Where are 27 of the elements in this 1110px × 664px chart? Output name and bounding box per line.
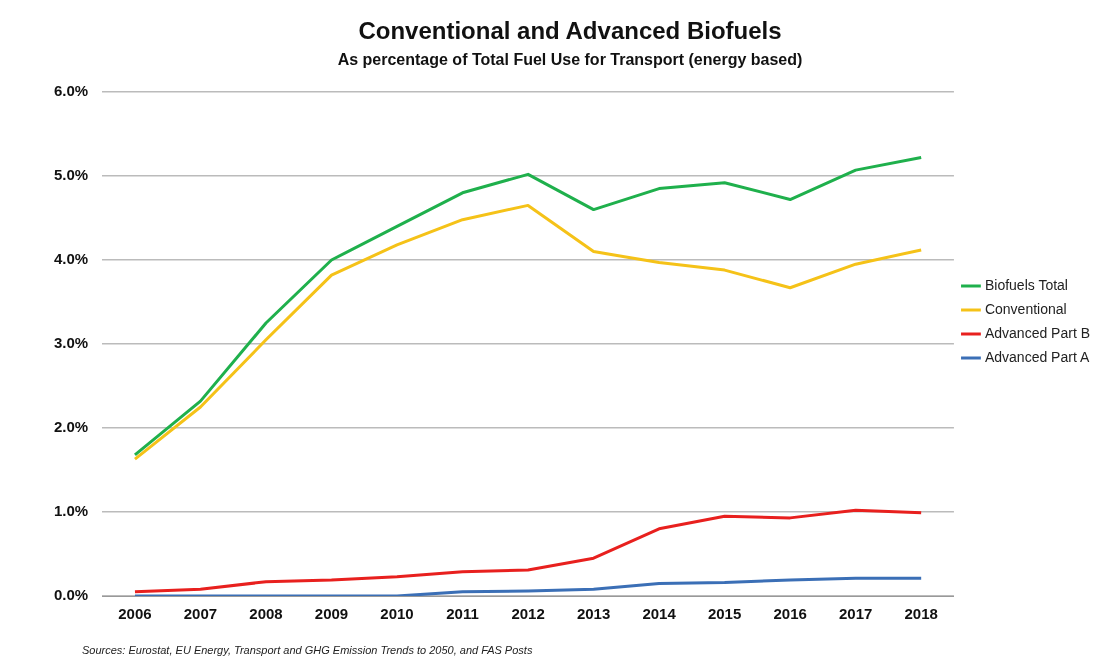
x-tick-label: 2009	[314, 605, 349, 623]
y-tick-label: 3.0%	[53, 334, 89, 352]
legend-label: Advanced Part B	[984, 324, 1090, 341]
x-tick-label: 2011	[446, 605, 479, 623]
x-tick-label: 2006	[118, 605, 152, 623]
y-tick-label: 2.0%	[53, 418, 89, 436]
legend-label: Advanced Part A	[984, 348, 1090, 365]
x-tick-label: 2014	[642, 605, 677, 623]
chart-subtitle: As percentage of Total Fuel Use for Transport (energy based)	[337, 50, 803, 68]
x-tick-label: 2018	[904, 605, 938, 623]
x-tick-label: 2007	[183, 605, 218, 623]
x-tick-label: 2015	[707, 605, 742, 623]
x-tick-label: 2016	[773, 605, 807, 623]
legend-label: Biofuels Total	[984, 276, 1068, 293]
x-tick-label: 2010	[380, 605, 414, 623]
x-tick-label: 2008	[249, 605, 283, 623]
y-tick-label: 0.0%	[53, 586, 89, 604]
legend-label: Conventional	[984, 300, 1067, 317]
x-tick-label: 2017	[838, 605, 873, 623]
x-tick-label: 2012	[511, 605, 545, 623]
chart-title: Conventional and Advanced Biofuels	[358, 17, 782, 45]
y-tick-label: 6.0%	[53, 82, 89, 100]
y-tick-label: 4.0%	[53, 250, 89, 268]
y-tick-label: 1.0%	[53, 502, 89, 520]
x-tick-label: 2013	[576, 605, 611, 623]
source-note: Sources: Eurostat, EU Energy, Transport and GHG Emission Trends to 2050, and FAS Posts	[82, 644, 533, 656]
y-tick-label: 5.0%	[53, 166, 89, 184]
